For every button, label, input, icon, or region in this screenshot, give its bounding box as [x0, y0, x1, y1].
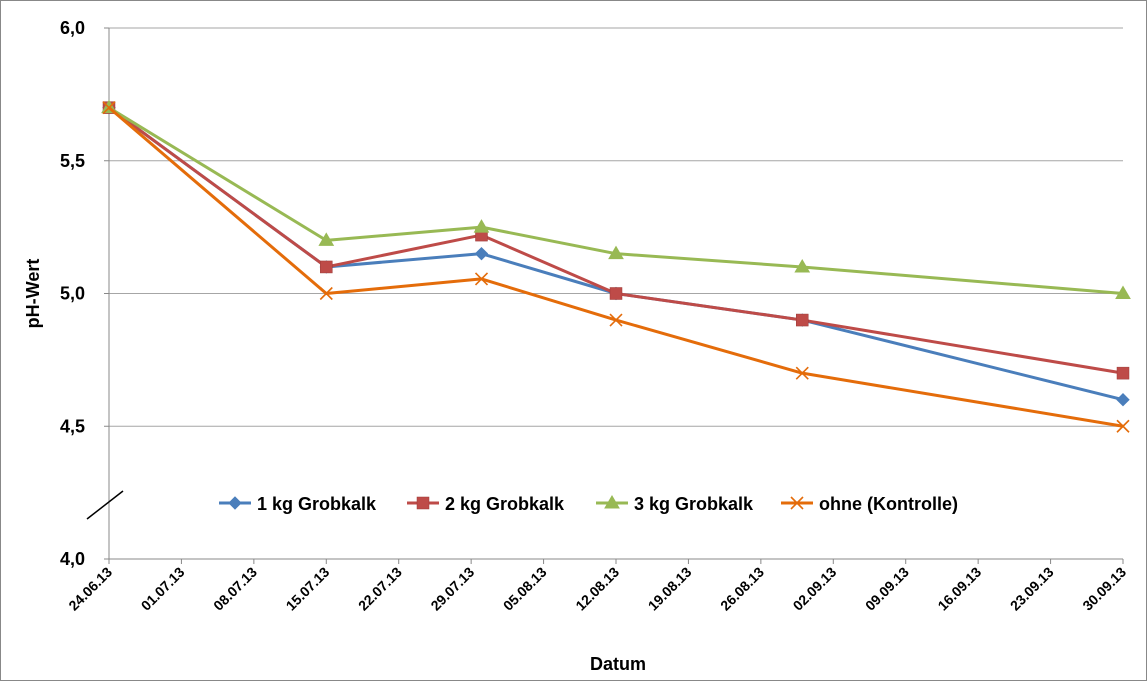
y-tick-label: 4,5 [60, 416, 85, 436]
legend-entry: ohne (Kontrolle) [781, 494, 958, 514]
legend-label: 2 kg Grobkalk [445, 494, 565, 514]
marker-x [1116, 419, 1130, 433]
y-tick-label: 5,5 [60, 151, 85, 171]
y-tick-labels: 4,0 4,5 5,0 5,5 6,0 [60, 18, 85, 569]
series-3 [101, 99, 1131, 299]
legend-entry: 3 kg Grobkalk [596, 494, 754, 514]
x-tick-label: 24.06.13 [65, 564, 115, 614]
marker-triangle [604, 495, 620, 509]
marker-triangle [608, 245, 624, 260]
x-tick-label: 23.09.13 [1007, 564, 1057, 614]
legend: 1 kg Grobkalk 2 kg Grobkalk 3 kg Grobkalk o… [219, 494, 958, 514]
x-tick-label: 29.07.13 [427, 564, 477, 614]
legend-label: 3 kg Grobkalk [634, 494, 754, 514]
series-line [108, 106, 1124, 295]
y-axis-title: pH-Wert [23, 259, 43, 329]
marker-square [320, 260, 333, 274]
series-line [108, 106, 1124, 375]
marker-triangle [473, 219, 490, 233]
legend-entry: 1 kg Grobkalk [219, 494, 377, 514]
x-tick-label: 16.09.13 [934, 564, 984, 614]
y-tick-label: 5,0 [60, 284, 85, 304]
y-tick-label: 6,0 [60, 18, 85, 38]
x-tick-label: 22.07.13 [355, 564, 405, 614]
marker-diamond [474, 246, 489, 261]
series-lines [101, 99, 1131, 433]
x-tick-label: 30.09.13 [1079, 564, 1129, 614]
x-tick-label: 19.08.13 [645, 564, 695, 614]
marker-triangle [1115, 285, 1131, 299]
legend-label: 1 kg Grobkalk [257, 494, 377, 514]
marker-triangle [318, 232, 335, 246]
x-tick-label: 02.09.13 [790, 564, 840, 614]
gridlines [109, 27, 1123, 427]
marker-x [102, 101, 116, 115]
marker-diamond [1116, 392, 1130, 407]
marker-square [795, 313, 809, 327]
marker-x [474, 272, 489, 286]
axes [86, 27, 1124, 564]
x-tick-labels: 24.06.13 01.07.13 08.07.13 15.07.13 22.07.13… [65, 564, 1129, 614]
marker-square [609, 287, 623, 300]
x-tick-label: 15.07.13 [283, 564, 333, 614]
x-tick-label: 05.08.13 [500, 564, 550, 614]
marker-x [609, 313, 623, 327]
legend-label: ohne (Kontrolle) [819, 494, 958, 514]
marker-diamond [228, 496, 242, 510]
marker-x [795, 366, 809, 380]
marker-square [416, 496, 430, 510]
legend-entry: 2 kg Grobkalk [407, 494, 565, 514]
marker-x [790, 496, 804, 510]
y-tick-label: 4,0 [60, 549, 85, 569]
x-tick-label: 01.07.13 [138, 564, 188, 614]
x-tick-label: 26.08.13 [717, 564, 767, 614]
series-4 [102, 101, 1130, 433]
x-tick-label: 09.09.13 [862, 564, 912, 614]
marker-x [319, 286, 333, 301]
x-tick-label: 08.07.13 [210, 564, 260, 614]
marker-triangle [794, 258, 811, 273]
series-line [108, 106, 1124, 428]
x-tick-label: 12.08.13 [572, 564, 622, 614]
series-2 [102, 101, 1130, 380]
marker-square [1116, 366, 1130, 380]
x-axis-title: Datum [590, 654, 646, 674]
axis-break-mark [86, 490, 124, 520]
